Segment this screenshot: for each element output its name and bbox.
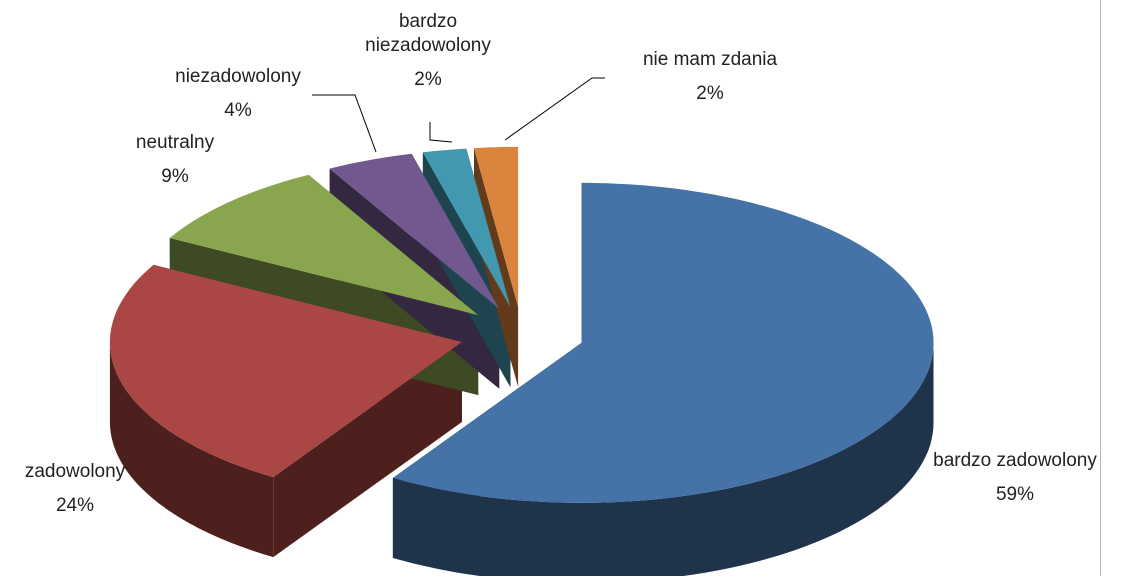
category-label: bardzo zadowolony — [933, 450, 1097, 471]
slice — [422, 148, 511, 308]
slice — [110, 264, 462, 478]
pie-canvas — [109, 77, 934, 576]
leader-line — [429, 122, 453, 143]
plot-area: bardzo zadowolony 59% zadowolony 24% neutral… — [24, 11, 1097, 576]
value-label: 2% — [696, 83, 724, 104]
slice — [474, 146, 519, 307]
slice-side — [109, 342, 274, 558]
leader-line — [312, 94, 377, 153]
slice — [392, 182, 934, 503]
leader-line — [504, 77, 605, 141]
category-label: nie mam zdania — [642, 49, 778, 70]
value-label: 59% — [995, 484, 1035, 505]
value-label: 24% — [55, 495, 95, 516]
category-label: zadowolony — [24, 461, 126, 482]
category-label: bardzo niezadowolony — [365, 11, 491, 56]
slice — [329, 153, 500, 309]
slice — [169, 174, 479, 316]
value-label: 4% — [224, 100, 252, 121]
category-label: niezadowolony — [175, 66, 301, 87]
value-label: 2% — [414, 69, 442, 90]
slice-side — [392, 342, 934, 576]
value-label: 9% — [161, 166, 189, 187]
category-label: neutralny — [135, 132, 215, 153]
chart-border — [1100, 0, 1101, 576]
